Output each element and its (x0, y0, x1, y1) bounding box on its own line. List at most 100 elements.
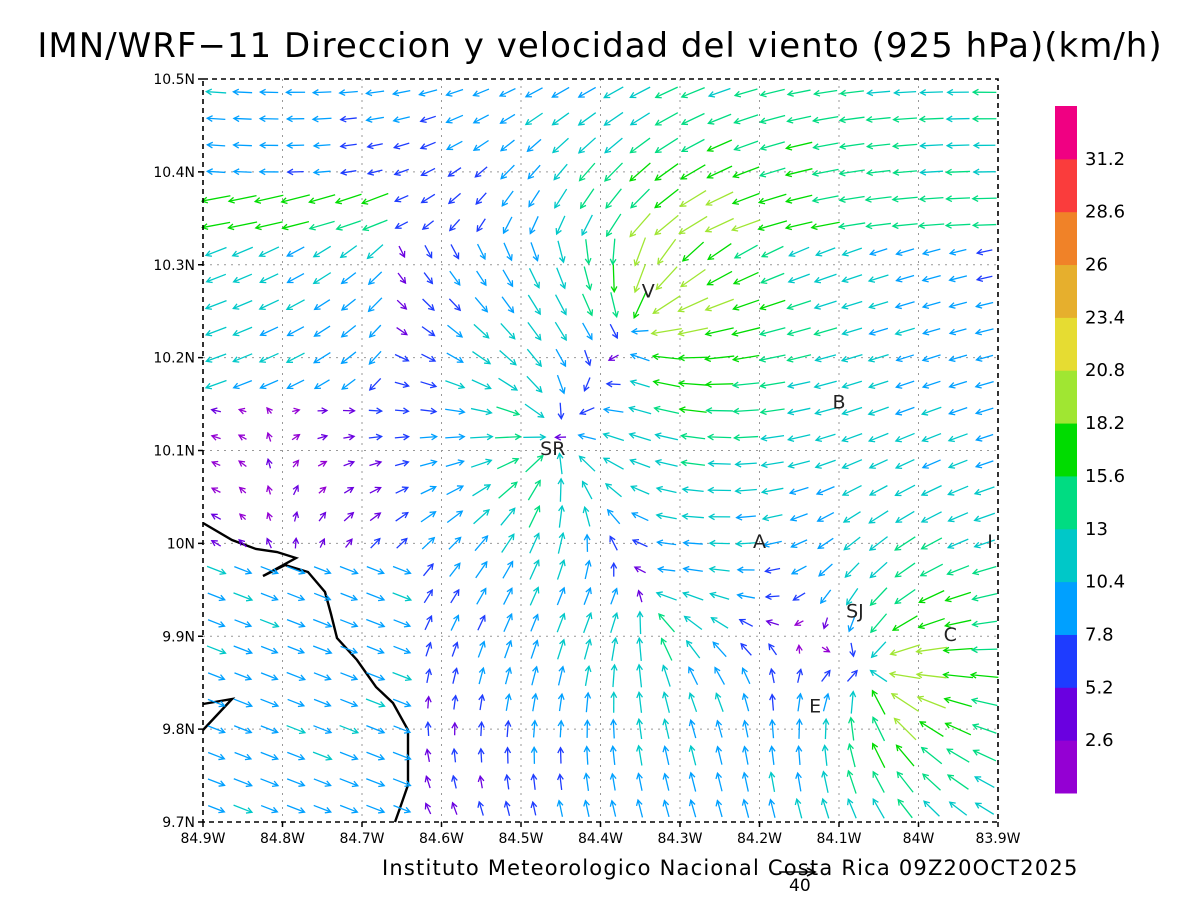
wind-arrow (577, 112, 597, 126)
wind-arrow (475, 560, 488, 579)
wind-arrow (662, 718, 670, 739)
wind-arrow (286, 671, 307, 681)
wind-arrow (972, 168, 996, 176)
wind-arrow (367, 297, 383, 313)
wind-arrow (528, 505, 541, 528)
wind-arrow (340, 351, 357, 365)
x-tick-label: 84.2W (737, 831, 782, 847)
wind-arrow (207, 778, 226, 787)
wind-arrow (477, 720, 485, 737)
wind-arrow (707, 460, 731, 468)
wind-arrow (232, 380, 253, 390)
wind-arrow (731, 327, 761, 337)
wind-arrow (677, 380, 708, 387)
wind-arrow (447, 167, 462, 177)
wind-arrow (758, 327, 786, 337)
wind-arrow (234, 566, 253, 575)
wind-arrow (421, 536, 436, 550)
wind-arrow (583, 799, 590, 817)
wind-arrow (233, 725, 253, 734)
place-label: I (987, 531, 993, 553)
wind-arrow (786, 381, 811, 389)
wind-arrow (921, 773, 941, 791)
wind-arrow (730, 219, 761, 232)
wind-arrow (398, 245, 406, 259)
wind-arrow (868, 536, 888, 551)
wind-arrow (915, 671, 947, 679)
wind-arrow (258, 141, 279, 149)
wind-arrow (499, 113, 516, 124)
wind-arrow (610, 663, 618, 688)
wind-arrow (313, 379, 330, 390)
wind-arrow (630, 512, 649, 522)
wind-arrow (396, 327, 409, 336)
wind-arrow (814, 433, 836, 443)
wind-arrow (392, 751, 412, 761)
wind-arrow (477, 640, 486, 658)
wind-arrow (786, 327, 811, 337)
wind-arrow (338, 89, 358, 97)
wind-arrow (787, 273, 810, 284)
wind-arrow (233, 778, 253, 788)
place-label: A (753, 531, 766, 553)
wind-arrow (424, 748, 432, 762)
wind-arrow (339, 751, 359, 761)
wind-arrow (872, 770, 885, 793)
wind-arrow (656, 539, 677, 547)
colorbar-label: 20.8 (1085, 360, 1125, 381)
wind-arrow (339, 619, 359, 628)
colorbar-segment (1055, 370, 1077, 424)
y-tick-label: 10.1N (153, 444, 195, 460)
wind-arrow (339, 724, 360, 735)
wind-arrow (313, 725, 333, 734)
wind-arrow (688, 666, 699, 686)
wind-arrow (558, 504, 565, 528)
wind-arrow (636, 663, 644, 688)
wind-arrow (609, 323, 619, 340)
wind-arrow (733, 244, 758, 259)
wind-arrow (504, 773, 511, 790)
wind-arrow (471, 379, 492, 390)
wind-arrow (971, 565, 997, 576)
wind-arrow (227, 221, 258, 231)
wind-arrow (917, 617, 945, 630)
wind-arrow (318, 486, 327, 494)
wind-arrow (788, 246, 810, 257)
wind-arrow (503, 587, 513, 605)
wind-arrow (919, 563, 944, 577)
wind-arrow (340, 272, 357, 285)
wind-arrow (974, 460, 994, 469)
wind-arrow (366, 169, 383, 176)
wind-arrow (312, 168, 331, 176)
wind-arrow (499, 349, 517, 366)
wind-arrow (366, 778, 386, 788)
wind-arrow (424, 720, 432, 736)
wind-arrow (394, 459, 410, 467)
wind-arrow (528, 268, 540, 289)
wind-arrow (260, 698, 280, 708)
wind-arrow (741, 798, 750, 818)
wind-arrow (210, 540, 222, 547)
x-tick-label: 83.9W (975, 831, 1020, 847)
wind-arrow (708, 539, 730, 547)
place-label: V (642, 280, 655, 302)
wind-arrow (894, 301, 915, 310)
wind-arrow (313, 804, 333, 814)
wind-arrow (447, 324, 464, 338)
wind-arrow (947, 485, 969, 496)
wind-arrow (871, 689, 886, 715)
wind-arrow (425, 667, 433, 683)
wind-arrow (731, 381, 760, 389)
wind-arrow (259, 273, 279, 284)
wind-arrow (360, 192, 389, 205)
wind-arrow (758, 167, 786, 178)
wind-arrow (392, 565, 412, 575)
wind-arrow (769, 693, 776, 711)
wind-arrow (392, 778, 412, 787)
wind-arrow (366, 142, 383, 150)
colorbar-segment (1055, 475, 1077, 530)
wind-arrow (210, 487, 221, 494)
wind-arrow (231, 246, 254, 257)
wind-arrow (865, 169, 891, 177)
wind-arrow (394, 433, 410, 441)
